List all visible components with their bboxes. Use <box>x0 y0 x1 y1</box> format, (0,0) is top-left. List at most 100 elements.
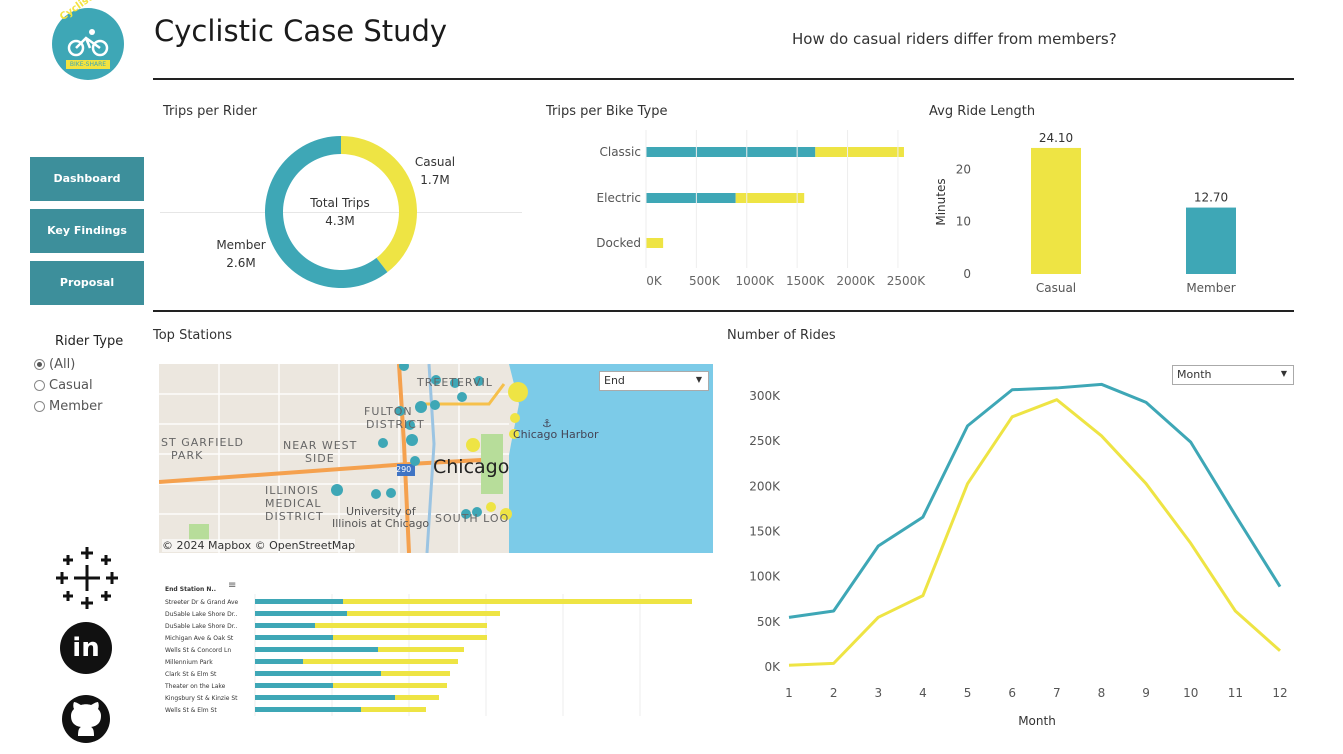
section-divider <box>153 310 1294 312</box>
top-stations-title: Top Stations <box>153 328 233 343</box>
bike-bar-casual <box>735 193 805 203</box>
station-marker-casual[interactable] <box>466 438 480 452</box>
x-tick-label: 4 <box>919 686 927 700</box>
station-name-label: Millennium Park <box>165 659 213 666</box>
cyclistic-logo: Cyclistic BIKE-SHARE <box>52 0 124 80</box>
station-name-label: Theater on the Lake <box>164 683 226 690</box>
station-list-header: End Station N.. <box>165 586 216 593</box>
station-marker-casual[interactable] <box>486 502 496 512</box>
x-tick-label: 2 <box>830 686 838 700</box>
time-granularity-dropdown[interactable]: Month ▼ <box>1172 365 1294 385</box>
station-marker-member[interactable] <box>430 400 440 410</box>
avg-bar-casual <box>1031 147 1081 274</box>
station-bar-member <box>255 623 315 628</box>
station-marker-member[interactable] <box>371 489 381 499</box>
bike-type-label: Classic <box>599 145 641 159</box>
y-axis-label: Minutes <box>934 178 948 225</box>
station-bar-casual <box>361 707 426 712</box>
trips-per-bike-type-title: Trips per Bike Type <box>546 104 668 119</box>
casual-slice-label: Casual <box>414 155 456 169</box>
x-tick-label: 0K <box>646 274 663 288</box>
station-bar-member <box>255 659 303 664</box>
sort-icon[interactable]: ≡ <box>228 580 237 591</box>
x-axis-label: Month <box>1018 714 1056 728</box>
avg-ride-length-chart: Minutes 0 10 20 24.10 Casual 12.70 Member <box>934 131 1236 295</box>
station-bar-casual <box>347 611 500 616</box>
station-marker-member[interactable] <box>405 420 415 430</box>
map-label-city: Chicago <box>433 456 510 478</box>
station-marker-member[interactable] <box>431 375 441 385</box>
rider-type-option-casual[interactable]: Casual <box>34 378 93 393</box>
station-bar-member <box>255 647 378 652</box>
station-marker-member[interactable] <box>457 392 467 402</box>
station-bar-member <box>255 611 347 616</box>
station-name-label: Clark St & Elm St <box>165 671 217 678</box>
station-bar-casual <box>343 599 692 604</box>
x-tick-label: 2000K <box>836 274 876 288</box>
top-stations-bar-chart: Streeter Dr & Grand Ave DuSable Lake Shor… <box>164 594 692 716</box>
station-marker-member[interactable] <box>410 456 420 466</box>
number-of-rides-title: Number of Rides <box>727 328 836 343</box>
bicycle-icon <box>67 29 109 57</box>
trips-per-rider-donut <box>265 136 417 288</box>
rider-type-filter-title: Rider Type <box>55 334 124 349</box>
trips-per-rider-title: Trips per Rider <box>163 104 258 119</box>
rides-line-casual <box>788 398 1281 667</box>
member-slice-value: 2.6M <box>226 256 256 270</box>
map-label-medical: ILLINOIS <box>265 484 319 497</box>
avg-ride-length-title: Avg Ride Length <box>929 104 1036 119</box>
trips-per-bike-type-chart: Classic Electric Docked 0K 500K 1000K 1500K 200… <box>596 130 926 288</box>
station-marker-casual[interactable] <box>500 508 512 520</box>
station-marker-member[interactable] <box>474 376 484 386</box>
station-bar-casual <box>333 635 487 640</box>
map-label-near-west-2: SIDE <box>305 452 335 465</box>
station-marker-member[interactable] <box>450 378 460 388</box>
radio-icon <box>34 401 45 412</box>
station-marker-member[interactable] <box>406 434 418 446</box>
x-tick-label: 1 <box>785 686 793 700</box>
chevron-down-icon: ▼ <box>695 375 702 384</box>
station-marker-member[interactable] <box>461 509 471 519</box>
rider-type-option-all[interactable]: (All) <box>34 357 75 372</box>
x-tick-label: 7 <box>1053 686 1061 700</box>
station-marker-member[interactable] <box>395 406 405 416</box>
bike-bar-member <box>646 193 736 203</box>
chevron-down-icon: ▼ <box>1280 369 1287 378</box>
station-marker-member[interactable] <box>331 484 343 496</box>
page-title: Cyclistic Case Study <box>154 14 448 48</box>
tableau-icon[interactable] <box>54 545 120 611</box>
stations-map[interactable]: ST GARFIELD PARK NEAR WEST SIDE FULTON D… <box>159 364 713 553</box>
donut-center-label: Total Trips <box>310 196 370 210</box>
station-marker-member[interactable] <box>472 507 482 517</box>
station-marker-member[interactable] <box>386 488 396 498</box>
map-label-south-loop: SOUTH LOO <box>435 512 510 525</box>
github-icon[interactable] <box>61 694 111 744</box>
dashboard-button[interactable]: Dashboard <box>30 157 144 201</box>
map-label-harbor: Chicago Harbor <box>513 428 599 441</box>
station-marker-casual[interactable] <box>510 413 520 423</box>
y-tick-label: 10 <box>956 215 971 229</box>
station-type-dropdown[interactable]: End ▼ <box>599 371 709 391</box>
rider-type-option-member[interactable]: Member <box>34 399 102 414</box>
map-label-fulton-2: DISTRICT <box>366 418 425 431</box>
station-marker-member[interactable] <box>378 438 388 448</box>
y-tick-label: 20 <box>956 162 971 176</box>
proposal-button[interactable]: Proposal <box>30 261 144 305</box>
linkedin-icon[interactable]: in <box>60 622 112 674</box>
map-attribution[interactable]: © 2024 Mapbox © OpenStreetMap <box>162 539 356 552</box>
header-divider <box>153 78 1294 80</box>
x-tick-label: 12 <box>1272 686 1287 700</box>
key-findings-button[interactable]: Key Findings <box>30 209 144 253</box>
station-marker-member[interactable] <box>399 364 409 371</box>
radio-icon <box>34 380 45 391</box>
y-tick-label: 200K <box>749 479 781 493</box>
station-name-label: Wells St & Concord Ln <box>165 647 231 654</box>
station-marker-casual[interactable] <box>508 382 528 402</box>
highway-290-label: 290 <box>396 465 412 474</box>
station-marker-casual[interactable] <box>509 429 519 439</box>
radio-icon <box>34 359 45 370</box>
station-bar-casual <box>333 683 447 688</box>
station-marker-member[interactable] <box>415 401 427 413</box>
map-label-garfield-2: PARK <box>171 449 204 462</box>
donut-slice-casual <box>341 136 417 273</box>
